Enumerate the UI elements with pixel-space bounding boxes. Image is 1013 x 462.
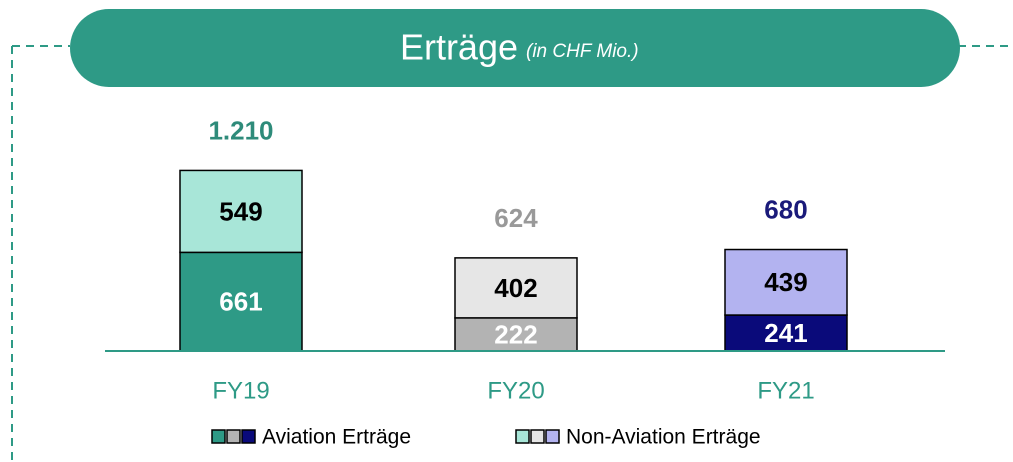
bar-segment: [179, 169, 303, 254]
legend-swatch: [226, 429, 241, 444]
bar-segment: [179, 251, 303, 352]
legend-swatch: [545, 429, 560, 444]
value-label: 222: [494, 319, 537, 349]
value-label: 549: [219, 196, 262, 226]
legend-swatch: [241, 429, 256, 444]
x-tick-label: FY20: [487, 377, 544, 404]
bar-segment: [724, 248, 848, 316]
total-label: 624: [494, 203, 538, 233]
legend-swatch: [515, 429, 530, 444]
value-label: 661: [219, 287, 262, 317]
bar-segment: [454, 257, 578, 319]
x-tick-label: FY19: [212, 377, 269, 404]
title-banner: [70, 9, 960, 87]
legend-label: Aviation Erträge: [262, 426, 411, 449]
total-label: 680: [764, 194, 807, 224]
value-label: 241: [764, 318, 807, 348]
chart-subtitle: (in CHF Mio.): [526, 41, 639, 62]
legend-swatch: [530, 429, 545, 444]
chart-title: Erträge: [400, 27, 518, 68]
x-tick-label: FY21: [757, 377, 814, 404]
value-label: 402: [494, 273, 537, 303]
legend-label: Non-Aviation Erträge: [566, 426, 761, 449]
value-label: 439: [764, 267, 807, 297]
frame: [11, 45, 1013, 462]
bar-segment: [454, 317, 578, 352]
total-label: 1.210: [208, 115, 273, 145]
legend-swatch: [211, 429, 226, 444]
